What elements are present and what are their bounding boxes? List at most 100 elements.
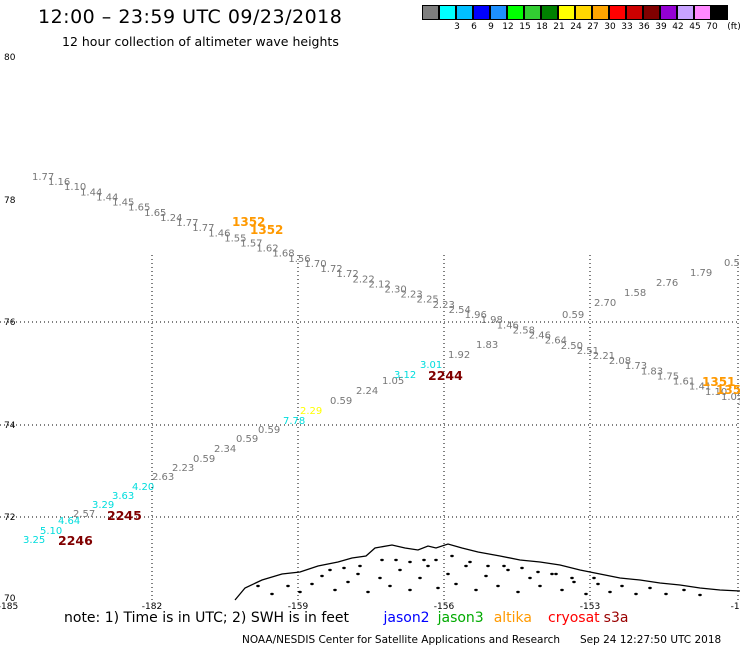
island: [502, 564, 506, 568]
pass-time-label: 1352: [250, 223, 283, 237]
wave-height-value: 2.12: [368, 279, 390, 290]
island: [634, 592, 638, 596]
island: [380, 558, 384, 562]
island: [596, 582, 600, 586]
colorbar-swatch: [473, 5, 490, 20]
wave-height-value: 1.92: [448, 350, 470, 361]
island: [388, 584, 392, 588]
wave-height-value: 1.62: [256, 244, 278, 255]
wave-height-value: 1.45: [112, 198, 134, 209]
pass-time-label: 135: [716, 383, 740, 397]
colorbar-swatch: [524, 5, 541, 20]
wave-height-value: 0.59: [330, 396, 352, 407]
island: [310, 582, 314, 586]
colorbar-label: 24: [570, 22, 582, 32]
wave-height-value: 1.10: [64, 182, 86, 193]
lon-label: -159: [288, 602, 309, 612]
island: [570, 576, 574, 580]
island: [408, 560, 412, 564]
island: [464, 564, 468, 568]
island: [446, 572, 450, 576]
map-title: 12:00 – 23:59 UTC 09/23/2018: [38, 6, 343, 28]
island: [474, 588, 478, 592]
colorbar-unit: (ft): [727, 22, 740, 32]
wave-height-value: 2.34: [214, 444, 236, 455]
wave-height-value: 0.59: [236, 434, 258, 445]
satellite-legend-jason2: jason2: [383, 610, 430, 626]
credit-timestamp: Sep 24 12:27:50 UTC 2018: [580, 634, 722, 646]
colorbar-label: 18: [536, 22, 548, 32]
wave-height-value: 1.65: [144, 208, 166, 219]
island: [320, 574, 324, 578]
colorbar-swatch: [490, 5, 507, 20]
island: [394, 558, 398, 562]
wave-height-value: 2.23: [401, 290, 423, 301]
lon-label: -15: [731, 602, 740, 612]
island: [496, 584, 500, 588]
satellite-legend-cryosat: cryosat: [548, 610, 600, 626]
pass-time-label: 2244: [428, 368, 463, 383]
wave-height-value: 2.54: [449, 305, 471, 316]
colorbar-swatch: [609, 5, 626, 20]
satellite-legend: jason2 jason3 altika cryosat s3a: [353, 610, 628, 626]
wave-height-value: 4.64: [58, 516, 80, 527]
colorbar-label: 33: [621, 22, 633, 32]
map-gridlines: [0, 255, 740, 600]
wave-height-value: 1.56: [288, 254, 310, 265]
island: [366, 590, 370, 594]
wave-height-value: 1.46: [497, 320, 519, 331]
wave-height-value: 1.83: [641, 366, 663, 377]
wave-height-value: 1.05: [721, 392, 740, 403]
wave-height-value: 1.44: [96, 192, 118, 203]
island: [528, 576, 532, 580]
coastline: [234, 543, 740, 601]
colorbar-swatch: [558, 5, 575, 20]
colorbar-label: 21: [553, 22, 565, 32]
island: [378, 576, 382, 580]
colorbar-swatch: [592, 5, 609, 20]
colorbar-label: 6: [471, 22, 477, 32]
wave-height-value: 2.64: [545, 336, 567, 347]
island: [328, 568, 332, 572]
coastline-landmass: [234, 543, 740, 601]
satellite-legend-s3a: s3a: [603, 610, 629, 626]
island: [538, 584, 542, 588]
island: [550, 572, 554, 576]
island: [506, 568, 510, 572]
wave-height-value: 1.57: [240, 238, 262, 249]
colorbar-swatch: [422, 5, 439, 20]
wave-height-value: 1.77: [32, 172, 54, 183]
island: [450, 554, 454, 558]
colorbar-label: 36: [638, 22, 650, 32]
lat-label: 76: [4, 318, 16, 328]
colorbar-swatch: [456, 5, 473, 20]
colorbar-swatch: [643, 5, 660, 20]
wave-height-value: 3.01: [420, 360, 442, 371]
wave-height-value: 1.41: [689, 382, 711, 393]
wave-height-value: 1.73: [625, 361, 647, 372]
lon-label: -185: [0, 602, 18, 612]
wave-height-value: 3.29: [92, 500, 114, 511]
wave-height-value: 1.72: [336, 269, 358, 280]
legend-note: note: 1) Time is in UTC; 2) SWH is in fe…: [64, 610, 350, 626]
island: [698, 593, 702, 597]
colorbar-label: 70: [706, 22, 718, 32]
credit-text: NOAA/NESDIS Center for Satellite Applica…: [242, 634, 560, 646]
island: [256, 584, 260, 588]
wave-height-value: 2.63: [152, 472, 174, 483]
wave-height-value: 7.78: [283, 416, 305, 427]
wave-height-value: 1.96: [465, 310, 487, 321]
wave-height-value: 2.76: [656, 278, 678, 289]
pass-time-label: 2246: [58, 533, 93, 548]
colorbar-label: 45: [689, 22, 701, 32]
colorbar-label: 42: [672, 22, 684, 32]
island: [664, 592, 668, 596]
wave-height-value: 2.25: [417, 295, 439, 306]
lon-label: -153: [580, 602, 600, 612]
wave-height-value: 2.22: [352, 274, 374, 285]
island: [398, 568, 402, 572]
wave-height-value: 1.61: [673, 377, 695, 388]
wave-height-value: 1.98: [481, 315, 503, 326]
island: [298, 590, 302, 594]
